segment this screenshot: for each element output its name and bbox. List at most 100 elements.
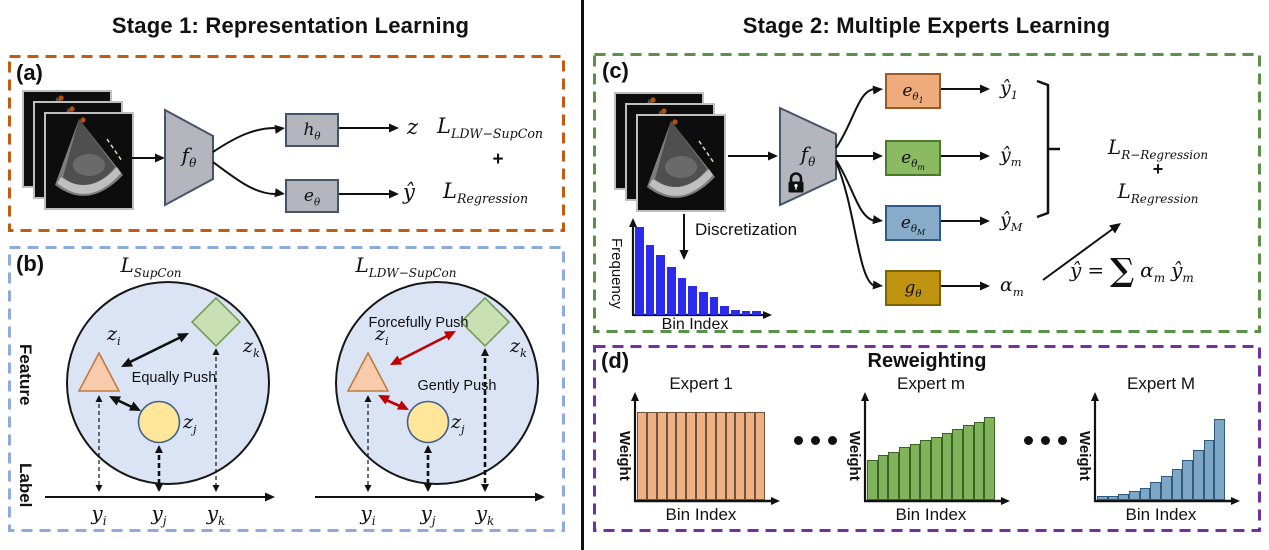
yk-label: yk — [475, 501, 495, 528]
panel-a-connectors — [129, 108, 399, 207]
panel-d-label: (d) — [601, 348, 630, 373]
bar — [1214, 419, 1226, 500]
forcefully-push-label: Forcefully Push — [368, 315, 469, 331]
bar — [1193, 449, 1204, 500]
far-sample-diamond — [190, 296, 242, 348]
bar — [725, 412, 736, 500]
feature-axis-label: Feature — [16, 344, 35, 406]
bar — [1107, 495, 1119, 500]
bar — [686, 412, 697, 500]
bar — [637, 412, 647, 500]
yhatm-label: ŷm — [1000, 144, 1022, 169]
yj-label: yj — [151, 501, 167, 528]
bar — [699, 292, 708, 315]
bar — [920, 440, 932, 500]
formula-equals: = — [1087, 258, 1105, 283]
yk-label: yk — [206, 501, 226, 528]
anchor-triangle — [77, 351, 121, 392]
bar — [867, 459, 878, 500]
sigma-symbol: ∑ — [1110, 251, 1135, 289]
yhatM-label: ŷM — [1000, 209, 1023, 234]
bar — [676, 412, 687, 500]
bar — [731, 309, 740, 315]
bar — [656, 255, 666, 315]
bar — [1139, 487, 1151, 500]
bar — [709, 297, 719, 315]
loss-ldw-supcon: LLDW−SupCon — [437, 114, 544, 142]
panel-b-label: (b) — [16, 251, 45, 276]
alpha-m-label: αm — [1000, 274, 1024, 299]
bar — [677, 278, 687, 315]
bar — [705, 412, 716, 500]
zj-label: zj — [451, 411, 465, 436]
yhat1-label: ŷ1 — [1000, 77, 1018, 102]
encoder-label: fθ — [181, 143, 197, 170]
bar — [666, 412, 677, 500]
bin-index-axis-label: Bin Index — [661, 316, 729, 333]
bar — [752, 311, 762, 315]
bar — [1129, 491, 1140, 500]
gently-push-label: Gently Push — [417, 378, 497, 394]
bar — [1203, 440, 1215, 500]
bar — [656, 412, 667, 500]
expert-1-box: eθ1 — [885, 73, 941, 109]
reweighting-title: Reweighting — [867, 350, 987, 372]
bar — [931, 436, 942, 500]
bar — [646, 412, 657, 500]
zk-label: zk — [243, 335, 260, 360]
lock-icon — [788, 172, 804, 193]
zi-label: zi — [107, 323, 121, 348]
weight-axis-label: Weight — [616, 431, 633, 481]
stage2-title: Stage 2: Multiple Experts Learning — [742, 13, 1111, 38]
panel-c-label: (c) — [602, 58, 629, 83]
panel-d-frame — [593, 345, 1261, 532]
far-sample-diamond — [459, 296, 511, 348]
yi-label: yi — [91, 501, 107, 528]
bar — [688, 285, 698, 315]
ultrasound-image-stack — [614, 92, 726, 212]
bar — [909, 443, 921, 500]
panel-c-connectors — [629, 79, 1121, 319]
bar — [1161, 476, 1172, 500]
supcon-title: LSupCon — [120, 253, 182, 280]
stage1-title: Stage 1: Representation Learning — [111, 13, 470, 38]
panel-c: (c) — [596, 56, 1258, 333]
weight-axis-label: Weight — [846, 431, 863, 481]
bar — [952, 428, 964, 500]
ellipsis-icon — [1024, 436, 1067, 445]
loss-r-regression: LR−Regression — [1107, 135, 1209, 162]
expert-M-title: Expert M — [1126, 374, 1196, 393]
expert-M-box: eθM — [885, 205, 941, 241]
stage2-losses: LR−Regression + LRegression — [1078, 135, 1238, 205]
panel-b: (b) LSupCon LLDW−SupCon Feature Label — [11, 249, 562, 529]
frozen-encoder-trapezoid — [779, 106, 837, 207]
bin-index-axis-label: Bin Index — [1125, 505, 1197, 524]
expert-m-bars — [867, 412, 996, 500]
expert-m-box: eθm — [885, 140, 941, 176]
formula-yhat: ŷ — [1070, 258, 1082, 283]
bar — [741, 310, 751, 315]
plus-sign: + — [1152, 159, 1164, 179]
zk-label: zk — [510, 335, 527, 360]
loss-regression: LRegression — [443, 179, 529, 207]
bar — [720, 306, 730, 315]
bar — [1171, 469, 1183, 500]
label-axis-label: Label — [16, 462, 35, 508]
projection-head-box: hθ — [285, 113, 339, 147]
bin-index-axis-label: Bin Index — [665, 505, 737, 524]
bar — [888, 451, 900, 500]
bar — [963, 425, 974, 500]
histogram-bars — [635, 227, 762, 315]
yj-label: yj — [420, 501, 436, 528]
bar — [735, 412, 746, 500]
discretization-label: Discretization — [695, 220, 798, 239]
output-z: z — [407, 115, 419, 139]
ellipsis-icon — [794, 436, 837, 445]
anchor-triangle — [346, 351, 390, 392]
bar — [667, 267, 676, 315]
bar — [635, 227, 644, 315]
bar — [715, 412, 726, 500]
regression-head-box: eθ — [285, 179, 339, 213]
panel-b-graphics — [45, 296, 545, 502]
